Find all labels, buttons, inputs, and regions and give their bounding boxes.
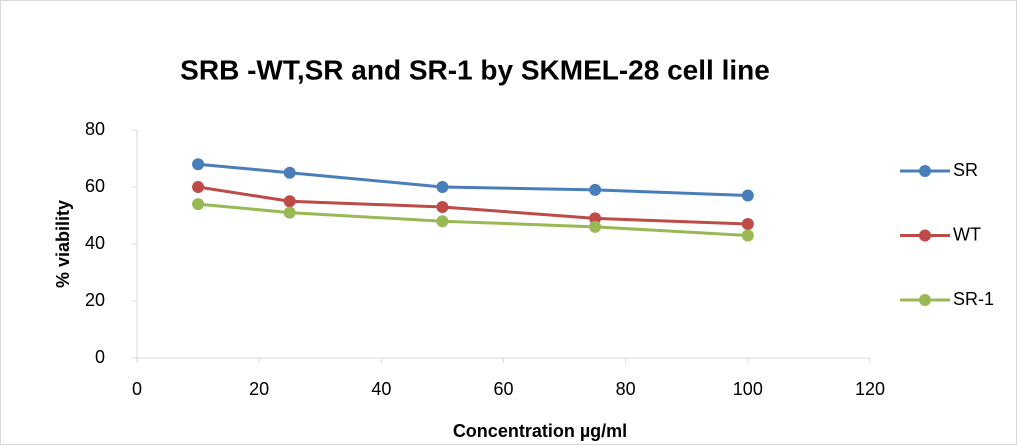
x-axis-title: Concentration µg/ml [453,421,627,441]
x-tick-label: 100 [733,379,763,399]
y-tick-label: 60 [85,176,105,196]
y-tick-label: 0 [95,347,105,367]
x-tick-label: 20 [249,379,269,399]
data-point [436,181,449,193]
data-point [192,181,205,193]
legend-label: SR [953,160,978,180]
data-point [283,206,296,219]
x-tick-label: 120 [855,379,885,399]
data-point [436,200,449,213]
legend-marker [919,294,931,306]
data-point [436,215,449,228]
x-tick-label: 60 [493,379,513,399]
y-tick-label: 40 [85,233,105,253]
y-tick-label: 20 [85,290,105,310]
x-tick-label: 80 [616,379,636,399]
data-point [283,166,296,179]
legend-label: SR-1 [953,289,994,309]
data-point [283,195,296,208]
data-point [741,218,754,231]
data-point [192,198,205,211]
x-tick-label: 40 [371,379,391,399]
y-axis-title: % viability [53,200,73,288]
legend-marker [919,229,931,242]
data-point [589,212,602,225]
x-tick-label: 0 [132,379,142,399]
data-point [589,183,602,196]
legend-marker [919,165,931,177]
y-tick-label: 80 [85,119,105,139]
legend-label: WT [953,224,981,244]
data-point [741,189,754,202]
data-point [589,220,602,233]
data-point [741,229,754,242]
data-point [192,158,205,171]
chart-title: SRB -WT,SR and SR-1 by SKMEL-28 cell lin… [180,54,770,85]
